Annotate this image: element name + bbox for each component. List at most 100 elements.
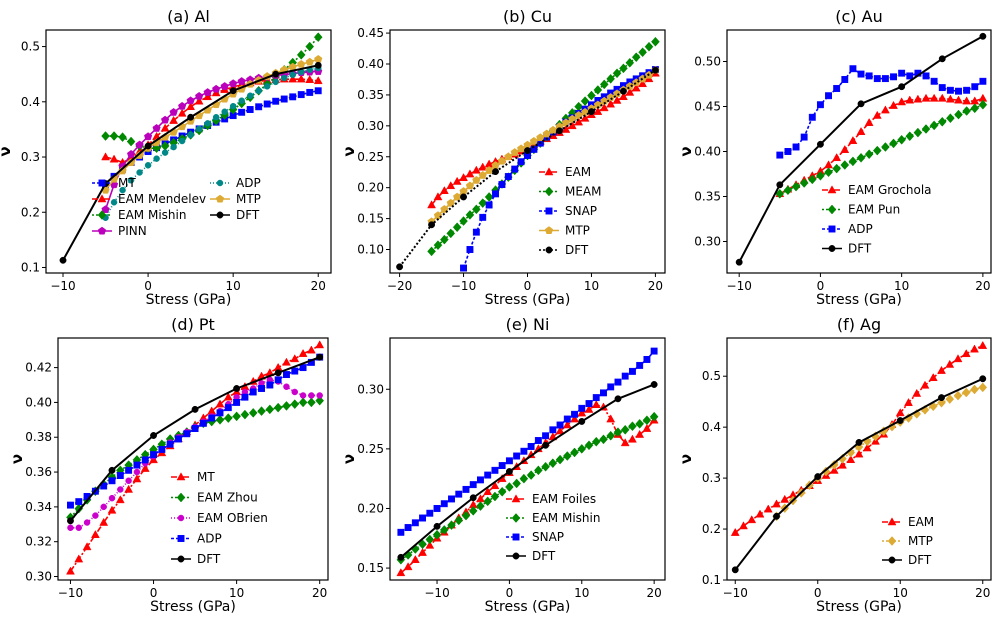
data-point: [83, 519, 91, 526]
data-point: [651, 66, 659, 74]
data-point: [433, 505, 441, 512]
legend-entry-adp: ADP: [822, 222, 873, 236]
data-point: [620, 438, 630, 447]
data-point: [446, 228, 456, 239]
legend-entry-mt: MT: [171, 470, 215, 484]
data-point: [578, 404, 586, 412]
data-point: [791, 181, 801, 192]
data-point: [880, 105, 890, 114]
data-point: [614, 395, 622, 403]
data-point: [479, 213, 487, 221]
data-point: [848, 135, 858, 144]
data-point: [580, 96, 590, 106]
data-point: [452, 222, 462, 233]
data-point: [419, 514, 427, 522]
data-point: [249, 388, 257, 396]
x-tick-label: 20: [648, 279, 663, 293]
data-point: [135, 151, 144, 159]
data-point: [107, 505, 117, 514]
data-point: [954, 95, 963, 104]
data-point: [574, 101, 583, 112]
x-tick-label: 0: [524, 279, 532, 293]
x-tick-label: −10: [723, 586, 748, 600]
chart-title: (c) Au: [835, 7, 882, 26]
legend-label: MTP: [908, 534, 933, 548]
data-point: [460, 193, 467, 201]
data-point: [591, 400, 601, 409]
data-point: [291, 367, 299, 375]
panel-f-ag: (f) Ag −10 0 10 20 0.1 0.2 0.3 0.4 0.5 Stress (GPa…: [677, 315, 992, 615]
x-tick-label: −10: [58, 586, 83, 600]
y-tick-label: 0.2: [702, 522, 721, 536]
data-point: [829, 459, 839, 470]
data-point: [953, 390, 963, 401]
legend-entry-pinn: PINN: [92, 224, 147, 238]
data-point: [735, 258, 743, 266]
series-adp: [67, 353, 324, 509]
legend-marker: [177, 555, 185, 563]
series-eam-pun: [775, 99, 988, 199]
data-point: [396, 568, 406, 577]
data-point: [574, 111, 583, 119]
legend-label: MEAM: [565, 185, 602, 199]
data-point: [913, 127, 923, 138]
data-point: [584, 440, 594, 451]
data-point: [297, 91, 305, 99]
data-point: [144, 142, 152, 150]
y-axis-label: ν: [340, 454, 358, 464]
data-point: [175, 435, 182, 443]
data-point: [946, 113, 955, 124]
data-point: [524, 147, 531, 155]
data-point: [161, 115, 170, 124]
data-point: [263, 100, 271, 108]
data-point: [466, 246, 474, 253]
legend-entry-eam-grochola: EAM Grochola: [822, 183, 932, 197]
legend-label: MTP: [236, 192, 261, 206]
data-point: [90, 530, 100, 538]
data-point: [448, 495, 455, 503]
legend-marker: [177, 514, 185, 522]
data-point: [536, 133, 545, 142]
y-tick-label: 0.30: [357, 119, 384, 133]
data-point: [816, 170, 825, 181]
data-point: [561, 118, 570, 127]
data-point: [621, 372, 629, 380]
series-adp: [776, 65, 987, 159]
y-tick-label: 0.36: [25, 465, 52, 479]
data-point: [314, 87, 322, 95]
data-point: [472, 175, 481, 184]
data-point: [144, 162, 152, 169]
legend-entry-mtp: MTP: [539, 224, 590, 238]
y-tick-label: 0.15: [357, 212, 384, 226]
data-point: [459, 173, 468, 182]
legend-entry-meam: MEAM: [539, 185, 602, 199]
legend-label: EAM: [908, 515, 934, 529]
data-point: [411, 519, 419, 527]
legend-entry-eam-pun: EAM Pun: [822, 203, 900, 217]
data-point: [296, 74, 306, 83]
axes-frame: [726, 337, 992, 581]
plot-area: [59, 32, 323, 264]
legend-marker: [97, 194, 107, 203]
series-line: [105, 78, 319, 164]
data-point: [472, 204, 481, 215]
data-point: [588, 108, 595, 116]
data-point: [109, 154, 119, 163]
data-point: [570, 414, 579, 423]
series-eam: [730, 340, 988, 536]
data-point: [255, 87, 262, 94]
data-point: [584, 404, 594, 413]
data-point: [505, 482, 514, 492]
data-point: [75, 524, 83, 532]
x-tick-label: 0: [506, 586, 514, 600]
data-point: [212, 114, 220, 121]
data-point: [74, 554, 84, 563]
data-point: [848, 156, 858, 167]
data-point: [110, 199, 118, 206]
data-point: [108, 477, 116, 485]
data-point: [101, 131, 110, 141]
data-point: [946, 86, 954, 94]
data-point: [115, 495, 125, 504]
y-tick-label: 0.3: [702, 471, 721, 485]
y-axis-label: ν: [0, 146, 14, 156]
